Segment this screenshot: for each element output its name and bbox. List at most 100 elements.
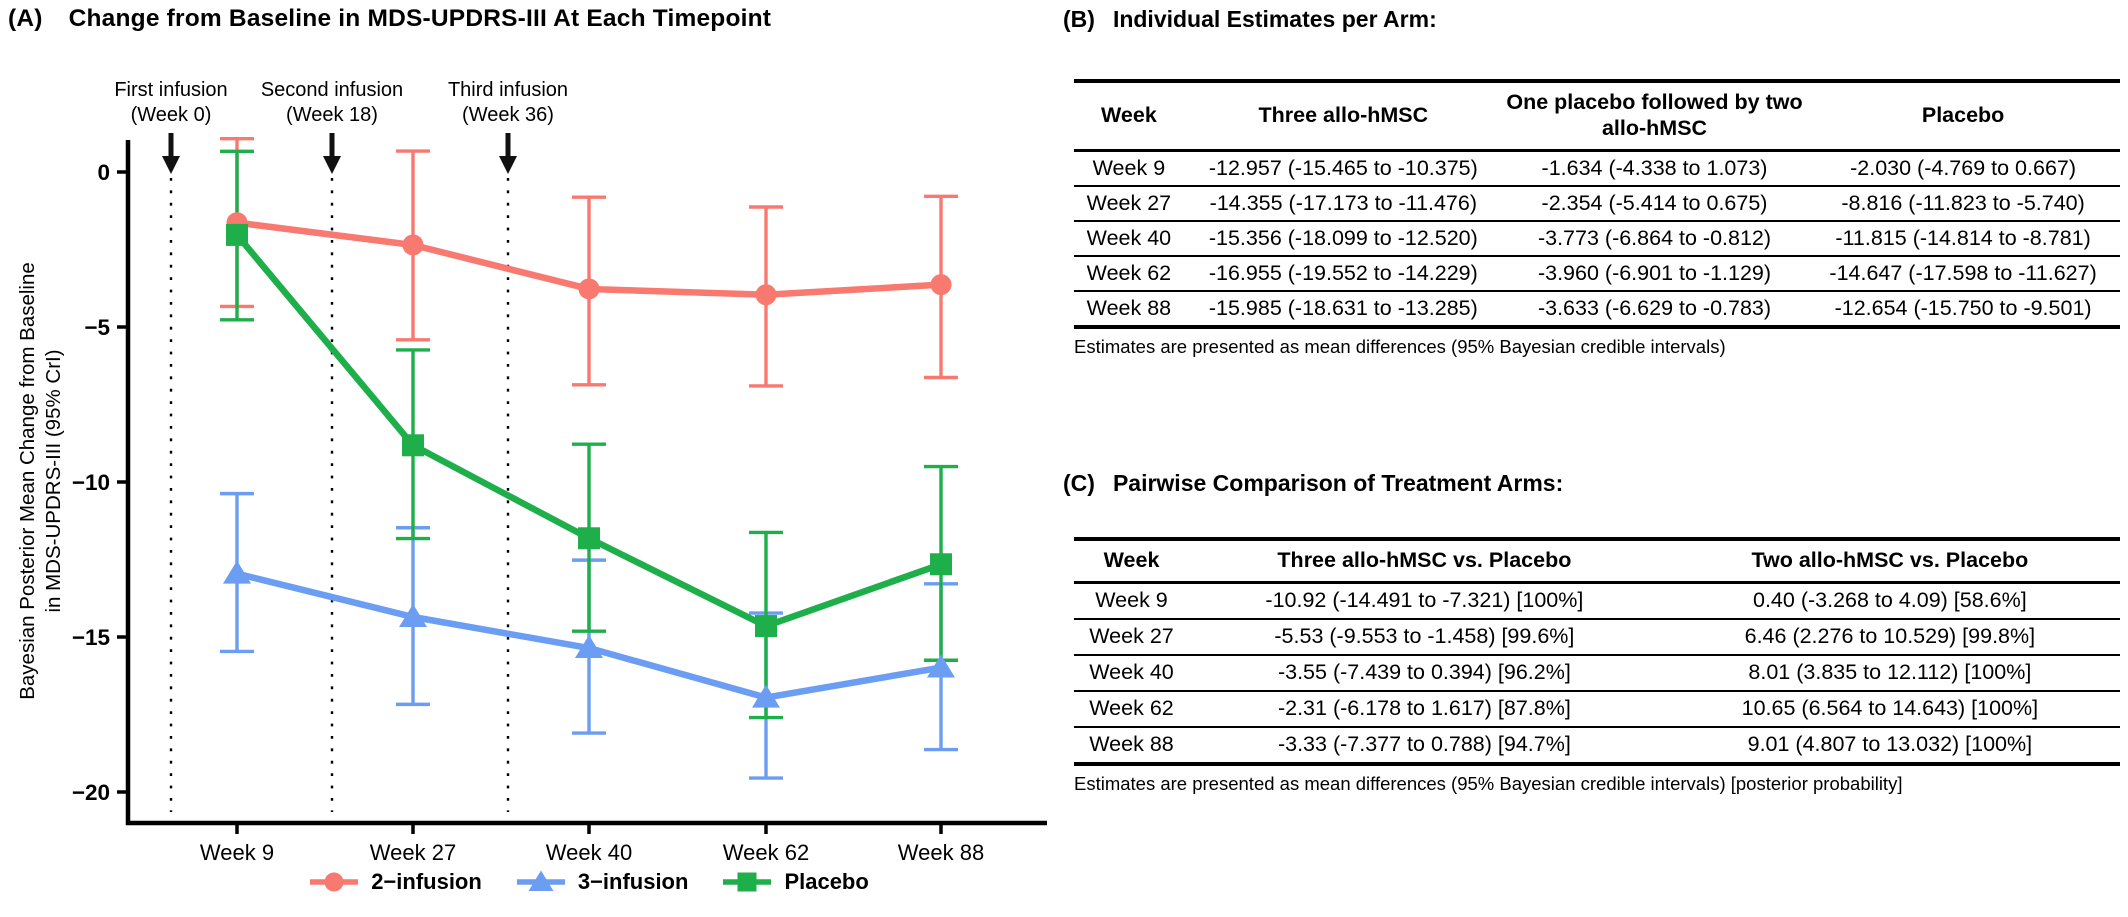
chart-legend: 2−infusion 3−infusion Placebo — [128, 868, 1048, 896]
table-cell: -14.355 (-17.173 to -11.476) — [1183, 185, 1503, 222]
table-row: Week 27 -14.355 (-17.173 to -11.476) -2.35… — [1074, 185, 2120, 222]
table-cell: Week 9 — [1074, 150, 1184, 187]
infusion-arrow-icon — [499, 156, 517, 174]
table-row: Week 88 -15.985 (-18.631 to -13.285) -3.63… — [1074, 291, 2120, 327]
panel-c: (C) Pairwise Comparison of Treatment Arm… — [1063, 470, 2121, 795]
table-cell: Week 27 — [1074, 185, 1184, 222]
legend-label: Placebo — [784, 869, 869, 894]
panel-b-title: Individual Estimates per Arm: — [1112, 6, 1437, 32]
table-cell: -1.634 (-4.338 to 1.073) — [1502, 150, 1807, 187]
legend-item-placebo: Placebo — [720, 868, 869, 896]
infusion-annotation-line1: First infusion — [114, 79, 227, 101]
table-cell: -11.815 (-14.814 to -8.781) — [1806, 220, 2120, 257]
x-tick-label: Week 62 — [723, 840, 809, 865]
table-cell: -3.633 (-6.629 to -0.783) — [1537, 295, 1772, 320]
table-cell: 9.01 (4.807 to 13.032) [100%] — [1747, 732, 2033, 757]
table-row: Week 62 -2.31 (-6.178 to 1.617) [87.8%] 10… — [1074, 690, 2120, 728]
y-tick-label: −5 — [84, 315, 110, 340]
table-cell: -14.647 (-17.598 to -11.627) — [1806, 255, 2120, 292]
panel-b-label: (B) — [1063, 6, 1095, 32]
legend-item-three-infusion: 3−infusion — [514, 868, 689, 896]
table-cell: -3.33 (-7.377 to 0.788) [94.7%] — [1277, 732, 1571, 757]
legend-marker-circle-icon — [310, 872, 359, 892]
table-header-cell: Week — [1074, 81, 1184, 152]
legend-marker-triangle-icon — [516, 870, 565, 891]
table-cell: Week 62 — [1074, 690, 1190, 728]
data-point-two-infusion — [402, 234, 424, 256]
y-axis-label-line1: Bayesian Posterior Mean Change from Base… — [16, 262, 39, 700]
data-point-placebo — [226, 223, 248, 246]
data-point-two-infusion — [930, 274, 952, 296]
mds-updrs-chart: First infusion (Week 0) Second infusion (We… — [16, 79, 1047, 865]
panel-c-label: (C) — [1063, 470, 1095, 496]
table-cell: 10.65 (6.564 to 14.643) [100%] — [1659, 690, 2120, 728]
individual-estimates-table: Week Three allo-hMSC One placebo followed … — [1074, 79, 2120, 329]
table-cell: -3.773 (-6.864 to -0.812) — [1502, 220, 1807, 257]
table-cell: Week 88 — [1089, 732, 1174, 757]
table-cell: -2.354 (-5.414 to 0.675) — [1502, 185, 1807, 222]
table-header-cell: Three allo-hMSC vs. Placebo — [1189, 539, 1660, 584]
infusion-annotation-line1: Second infusion — [261, 79, 403, 101]
table-cell: -15.985 (-18.631 to -13.285) — [1208, 295, 1478, 320]
y-axis-label-line2: in MDS-UPDRS-III (95% CrI) — [42, 349, 65, 612]
panel-a-header: (A) Change from Baseline in MDS-UPDRS-II… — [8, 5, 771, 33]
panel-a-label: (A) — [8, 5, 43, 32]
table-cell: -8.816 (-11.823 to -5.740) — [1806, 185, 2120, 222]
pairwise-comparison-table: Week Three allo-hMSC vs. Placebo Two allo-… — [1074, 537, 2120, 766]
data-point-placebo — [578, 527, 600, 550]
infusion-arrow-icon — [162, 156, 180, 174]
x-tick-label: Week 88 — [898, 840, 984, 865]
panel-b-header: (B) Individual Estimates per Arm: — [1063, 6, 2121, 33]
legend-label: 2−infusion — [371, 869, 482, 894]
table-cell: 8.01 (3.835 to 12.112) [100%] — [1659, 654, 2120, 692]
data-point-three-infusion — [223, 560, 251, 584]
panel-b: (B) Individual Estimates per Arm: Week Th… — [1063, 6, 2121, 358]
table-cell: -12.957 (-15.465 to -10.375) — [1183, 150, 1503, 187]
table-cell: Week 62 — [1074, 255, 1184, 292]
x-tick-label: Week 40 — [546, 840, 632, 865]
table-row: Week 40 -15.356 (-18.099 to -12.520) -3.77… — [1074, 220, 2120, 257]
infusion-annotation-line2: (Week 18) — [286, 104, 378, 126]
table-header-cell: Two allo-hMSC vs. Placebo — [1659, 539, 2120, 584]
table-header-cell: Week — [1074, 539, 1190, 584]
data-point-two-infusion — [755, 284, 777, 306]
x-tick-label: Week 9 — [200, 840, 274, 865]
table-cell: -12.654 (-15.750 to -9.501) — [1834, 295, 2092, 320]
data-point-two-infusion — [578, 278, 600, 300]
y-tick-label: −15 — [72, 625, 110, 650]
x-tick-label: Week 27 — [370, 840, 456, 865]
y-tick-label: −20 — [72, 780, 110, 805]
table-row: Week 88 -3.33 (-7.377 to 0.788) [94.7%] 9.… — [1074, 727, 2120, 764]
panel-c-footnote: Estimates are presented as mean differen… — [1074, 772, 1903, 794]
table-cell: Week 88 — [1086, 295, 1172, 320]
table-cell: Week 27 — [1074, 618, 1190, 656]
data-point-three-infusion — [399, 604, 427, 628]
legend-label: 3−infusion — [577, 869, 689, 894]
table-cell: -15.356 (-18.099 to -12.520) — [1183, 220, 1503, 257]
panel-a-title: Change from Baseline in MDS-UPDRS-III At… — [68, 5, 772, 32]
legend-marker-square-icon — [723, 872, 772, 892]
table-cell: -10.92 (-14.491 to -7.321) [100%] — [1189, 582, 1660, 620]
table-cell: -2.030 (-4.769 to 0.667) — [1806, 150, 2120, 187]
data-point-placebo — [402, 434, 424, 457]
y-tick-label: 0 — [97, 160, 110, 185]
panel-c-header: (C) Pairwise Comparison of Treatment Arm… — [1063, 470, 2121, 497]
data-point-placebo — [930, 553, 952, 576]
table-row: Week 9 -10.92 (-14.491 to -7.321) [100%] 0… — [1074, 582, 2120, 620]
panel-b-footnote: Estimates are presented as mean differen… — [1074, 335, 1726, 357]
table-cell: -2.31 (-6.178 to 1.617) [87.8%] — [1189, 690, 1660, 728]
table-cell: -5.53 (-9.553 to -1.458) [99.6%] — [1189, 618, 1660, 656]
axes — [125, 140, 1047, 826]
table-row: Week 40 -3.55 (-7.439 to 0.394) [96.2%] 8.… — [1074, 654, 2120, 692]
panel-c-title: Pairwise Comparison of Treatment Arms: — [1112, 470, 1564, 496]
data-point-three-infusion — [575, 635, 603, 659]
table-header-cell: Three allo-hMSC — [1183, 81, 1503, 152]
table-header-cell: Placebo — [1806, 81, 2120, 152]
data-point-three-infusion — [752, 684, 780, 708]
data-point-three-infusion — [927, 654, 955, 678]
infusion-annotation-line2: (Week 36) — [462, 104, 554, 126]
table-cell: 6.46 (2.276 to 10.529) [99.8%] — [1659, 618, 2120, 656]
table-cell: 0.40 (-3.268 to 4.09) [58.6%] — [1659, 582, 2120, 620]
table-cell: Week 40 — [1074, 220, 1184, 257]
